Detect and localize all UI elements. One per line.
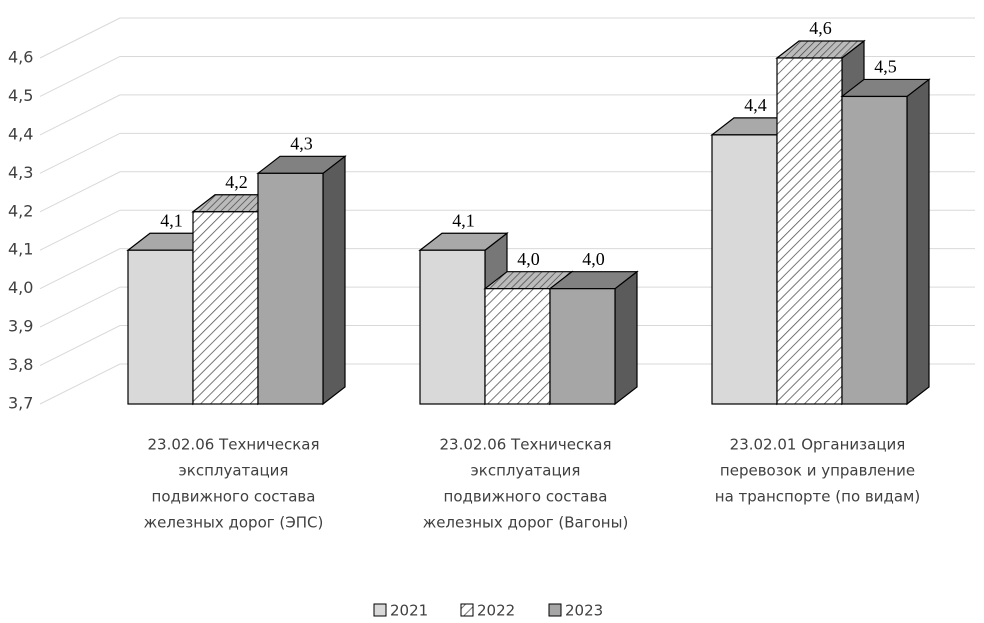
legend-label: 2023 xyxy=(565,602,603,620)
y-tick-label: 4,2 xyxy=(8,201,33,220)
bar-side xyxy=(614,270,638,406)
x-tick-label: железных дорог (Вагоны) xyxy=(423,514,629,532)
value-label: 4,1 xyxy=(160,210,183,230)
x-tick-label: подвижного состава xyxy=(152,488,316,506)
x-tick-label: на транспорте (по видам) xyxy=(715,488,920,506)
bar xyxy=(549,288,616,405)
grid-line xyxy=(39,248,975,290)
bar xyxy=(841,95,908,405)
grid-line xyxy=(39,171,975,213)
legend-swatch xyxy=(460,603,474,617)
x-tick-label: 23.02.06 Техническая xyxy=(439,436,611,454)
grid-line xyxy=(39,325,975,367)
value-label: 4,0 xyxy=(582,249,605,269)
y-tick-label: 4,5 xyxy=(8,86,33,105)
value-label: 4,0 xyxy=(517,249,540,269)
bar xyxy=(419,249,486,405)
y-tick-label: 4,3 xyxy=(8,163,33,182)
x-tick-label: эксплуатация xyxy=(471,462,581,480)
y-tick-label: 4,1 xyxy=(8,240,33,259)
value-label: 4,5 xyxy=(874,57,897,77)
x-tick-label: железных дорог (ЭПС) xyxy=(144,514,324,532)
grid-line xyxy=(39,209,975,251)
grid-line xyxy=(39,55,975,97)
y-tick-label: 4,0 xyxy=(8,278,33,297)
y-tick-label: 3,8 xyxy=(8,355,33,374)
value-label: 4,2 xyxy=(225,172,248,192)
x-tick-label: 23.02.06 Техническая xyxy=(147,436,319,454)
bar xyxy=(257,172,324,405)
value-label: 4,3 xyxy=(290,133,313,153)
grid-line xyxy=(39,132,975,174)
value-label: 4,1 xyxy=(452,210,475,230)
grid-line xyxy=(39,363,975,405)
bar xyxy=(127,249,194,405)
legend-label: 2022 xyxy=(477,602,515,620)
x-tick-label: подвижного состава xyxy=(444,488,608,506)
legend-swatch xyxy=(373,603,387,617)
value-label: 4,4 xyxy=(744,95,767,115)
bar xyxy=(776,57,843,405)
y-tick-label: 4,4 xyxy=(8,124,33,143)
grid-line xyxy=(39,286,975,328)
bar xyxy=(484,288,551,405)
y-tick-label: 3,9 xyxy=(8,317,33,336)
bar-side xyxy=(322,155,346,406)
grid-line xyxy=(39,17,975,59)
x-tick-label: 23.02.01 Организация xyxy=(730,436,906,454)
legend-swatch xyxy=(548,603,562,617)
bar xyxy=(192,211,259,405)
bar-side xyxy=(906,78,930,406)
value-label: 4,6 xyxy=(809,18,832,38)
y-tick-label: 3,7 xyxy=(8,394,33,413)
legend-label: 2021 xyxy=(390,602,428,620)
y-tick-label: 4,6 xyxy=(8,48,33,67)
bar xyxy=(711,134,778,405)
x-tick-label: эксплуатация xyxy=(179,462,289,480)
x-tick-label: перевозок и управление xyxy=(720,462,915,480)
grid-line xyxy=(39,94,975,136)
